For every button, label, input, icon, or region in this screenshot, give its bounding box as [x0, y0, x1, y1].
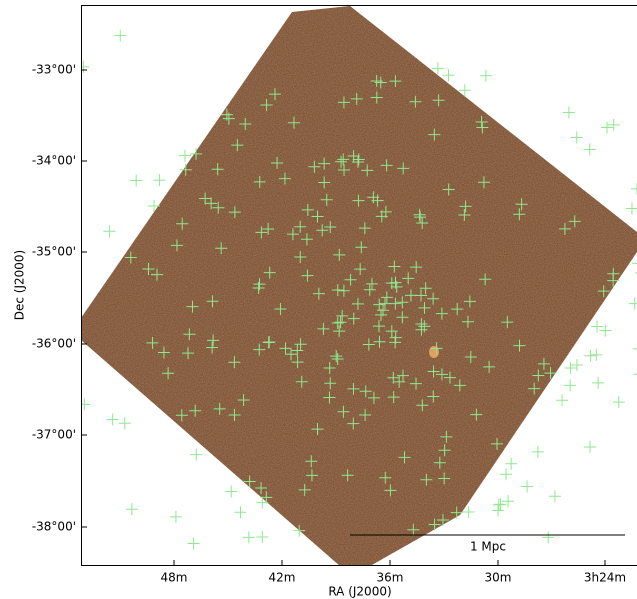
source-marker [103, 225, 115, 237]
source-marker [592, 377, 604, 389]
y-axis-label: Dec (J2000) [13, 250, 27, 320]
source-marker [234, 506, 246, 518]
source-marker [77, 61, 89, 73]
source-marker [542, 531, 554, 543]
source-marker [584, 143, 596, 155]
x-axis-label: RA (J2000) [328, 585, 391, 599]
source-marker [521, 481, 533, 493]
source-marker [571, 131, 583, 143]
source-marker [114, 30, 126, 42]
scale-bar-label: 1 Mpc [470, 540, 506, 554]
source-marker [502, 495, 514, 507]
source-marker [243, 531, 255, 543]
source-marker [225, 485, 237, 497]
y-tick-label: -37°00' [32, 428, 76, 442]
source-marker [532, 446, 544, 458]
source-marker [500, 468, 512, 480]
source-marker [170, 511, 182, 523]
source-marker [631, 183, 637, 195]
y-tick-label: -35°00' [32, 245, 76, 259]
source-marker [480, 70, 492, 82]
source-marker [107, 414, 119, 426]
source-marker [443, 69, 455, 81]
bright-source [429, 346, 439, 358]
source-marker [571, 359, 583, 371]
source-marker [505, 458, 517, 470]
source-marker [565, 362, 577, 374]
source-marker [590, 349, 602, 361]
source-marker [495, 498, 507, 510]
source-marker [119, 417, 131, 429]
x-tick-label: 36m [377, 571, 404, 585]
source-marker [633, 343, 637, 355]
source-marker [256, 531, 268, 543]
source-marker [187, 537, 199, 549]
source-marker [584, 350, 596, 362]
source-marker [584, 441, 596, 453]
source-marker [564, 379, 576, 391]
x-tick-label: 42m [269, 571, 296, 585]
source-marker [601, 122, 613, 134]
source-marker [190, 449, 202, 461]
image-area [77, 6, 637, 566]
y-tick-label: -34°00' [32, 154, 76, 168]
source-marker [493, 499, 505, 511]
source-marker [78, 398, 90, 410]
source-marker [492, 505, 504, 517]
source-marker [613, 396, 625, 408]
x-tick-label: 48m [161, 571, 188, 585]
source-marker [130, 174, 142, 186]
source-marker [556, 394, 568, 406]
y-tick-label: -33°00' [32, 63, 76, 77]
y-tick-label: -38°00' [32, 520, 76, 534]
source-marker [629, 298, 637, 310]
source-marker [126, 503, 138, 515]
source-marker [549, 490, 561, 502]
source-marker [179, 150, 191, 162]
page: {"axes": {"x_label": "RA (J2000)", "y_la… [0, 0, 637, 599]
source-marker [563, 106, 575, 118]
source-marker [633, 368, 637, 380]
source-marker [626, 202, 637, 214]
sky-image-figure: 1 Mpc RA (J2000) Dec (J2000) 48m 42m 36m 30… [0, 0, 637, 599]
x-tick-label: 30m [485, 571, 512, 585]
y-tick-label: -36°00' [32, 337, 76, 351]
source-marker [608, 119, 620, 131]
survey-footprint [81, 6, 637, 566]
source-marker [153, 174, 165, 186]
source-marker [632, 257, 637, 269]
x-tick-label: 3h24m [584, 571, 626, 585]
